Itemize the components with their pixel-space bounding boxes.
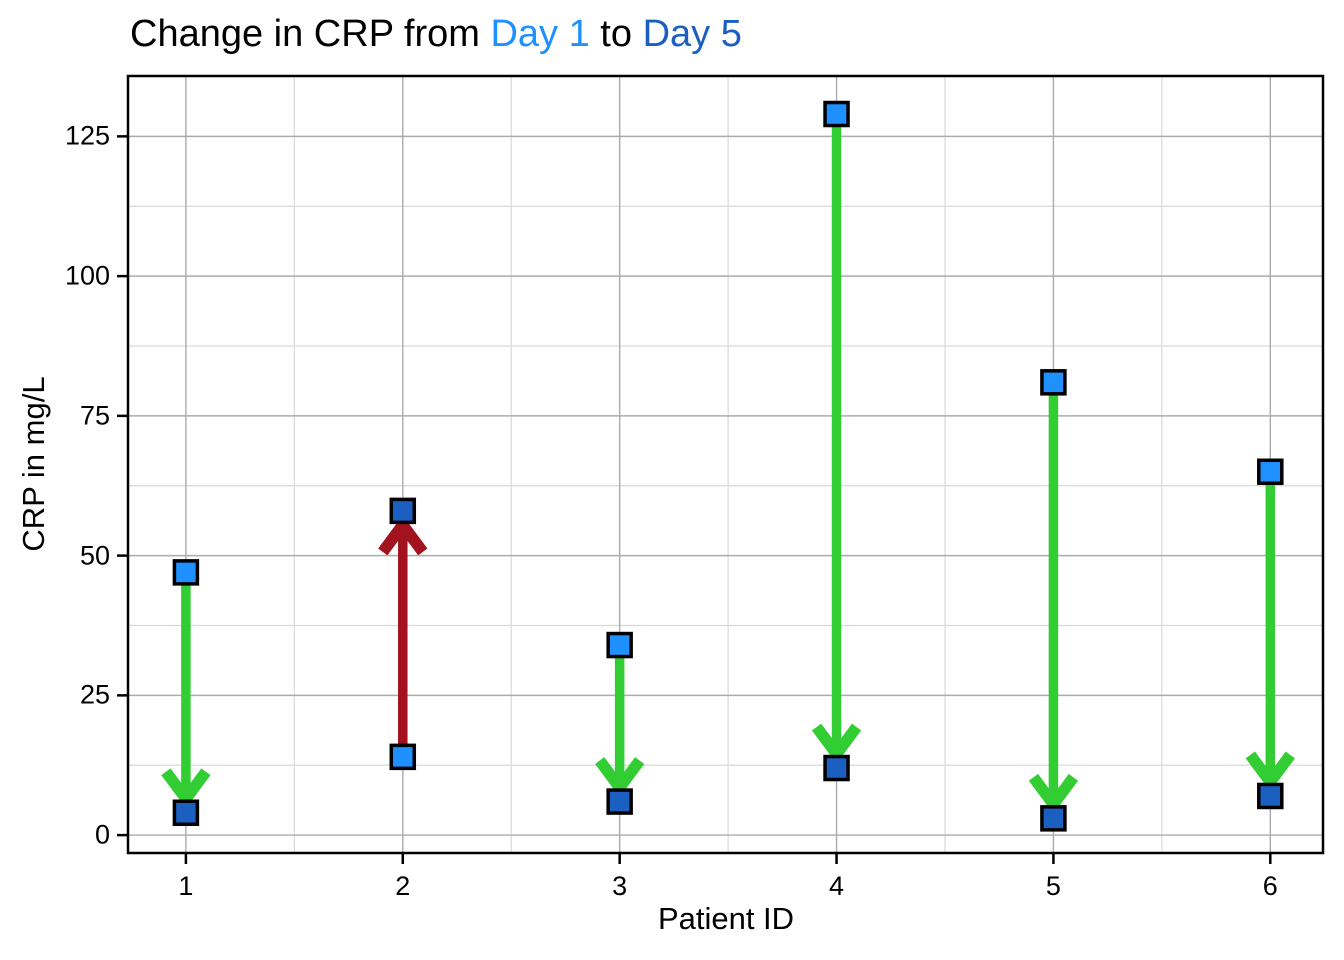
plot-border <box>126 74 1325 855</box>
marker-day5-patient-5 <box>1040 805 1067 832</box>
marker-day1-patient-5 <box>1040 369 1067 396</box>
y-tick-label: 0 <box>94 819 110 850</box>
title-part-prefix: Change in CRP from <box>130 13 491 55</box>
arrow-head-patient-1 <box>161 768 211 809</box>
marker-day5-patient-4 <box>823 754 850 782</box>
y-tick-label: 25 <box>79 679 110 710</box>
x-axis-label: Patient ID <box>657 901 795 936</box>
y-tick-label: 75 <box>79 400 110 431</box>
marker-day1-patient-1 <box>172 559 200 586</box>
y-axis-label: CRP in mg/L <box>16 376 51 552</box>
x-tick-label: 4 <box>829 871 845 901</box>
marker-day1-patient-6 <box>1257 458 1284 486</box>
arrow-head-patient-5 <box>1028 773 1079 815</box>
marker-day1-patient-2 <box>389 743 417 771</box>
x-tick-label: 5 <box>1045 871 1061 901</box>
chart-title: Change in CRP from Day 1 to Day 5 <box>130 13 742 57</box>
title-part-day1: Day 1 <box>490 13 590 55</box>
y-tick-label: 50 <box>79 540 110 571</box>
marker-day5-patient-1 <box>172 799 200 827</box>
marker-day1-patient-4 <box>823 100 850 128</box>
x-tick-label: 3 <box>612 871 628 901</box>
title-part-to: to <box>589 13 643 55</box>
title-part-day5: Day 5 <box>642 13 742 55</box>
arrow-head-patient-2 <box>378 515 428 556</box>
arrow-head-patient-3 <box>595 757 645 798</box>
x-tick-label: 6 <box>1262 871 1278 901</box>
marker-day5-patient-3 <box>606 788 633 815</box>
x-tick-label: 2 <box>395 871 411 901</box>
arrow-head-patient-6 <box>1245 751 1295 792</box>
y-tick-label: 100 <box>64 260 110 291</box>
x-tick-label: 1 <box>178 871 194 901</box>
marker-day5-patient-6 <box>1257 782 1284 810</box>
y-tick-label: 125 <box>64 120 110 151</box>
marker-day1-patient-3 <box>606 631 633 659</box>
arrow-head-patient-4 <box>811 723 862 764</box>
marker-day5-patient-2 <box>389 497 417 525</box>
